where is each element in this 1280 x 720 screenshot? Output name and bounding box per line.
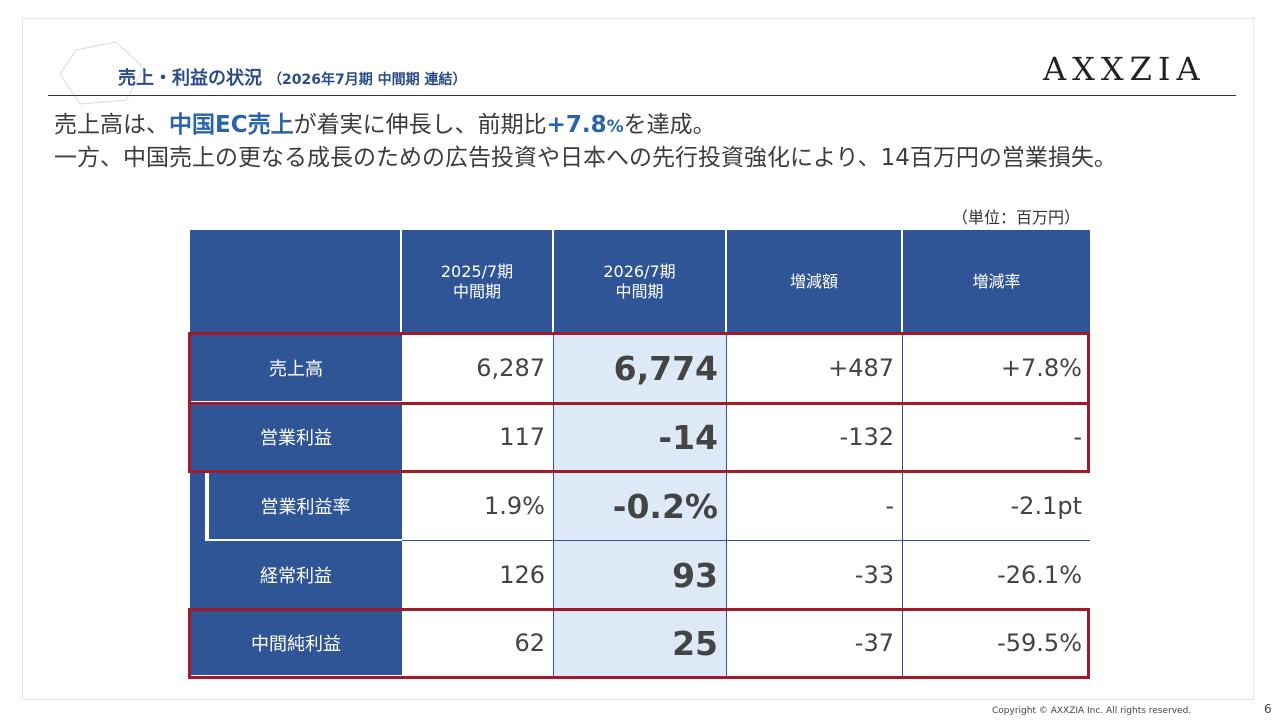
lead-line-1: 売上高は、中国EC売上が着実に伸長し、前期比+7.8%を達成。 bbox=[54, 110, 1117, 143]
row-label: 中間純利益 bbox=[190, 610, 402, 677]
column-header-line1: 2025/7期 bbox=[440, 261, 514, 281]
value-prev: 126 bbox=[402, 541, 554, 610]
value-diff: -37 bbox=[727, 610, 903, 677]
column-header-line1: 2026/7期 bbox=[603, 261, 676, 281]
row-label: 経常利益 bbox=[190, 541, 402, 610]
slide-title: 売上・利益の状況 （2026年7月期 中間期 連結） bbox=[118, 64, 466, 90]
value-rate: -26.1% bbox=[903, 541, 1090, 610]
column-header: 2025/7期 中間期 bbox=[402, 230, 554, 333]
lead-text-1: 売上高は、 bbox=[54, 112, 169, 138]
value-diff: +487 bbox=[727, 334, 903, 403]
copyright: Copyright © AXXZIA Inc. All rights reser… bbox=[992, 706, 1192, 716]
value-rate: +7.8% bbox=[903, 334, 1090, 403]
value-rate: - bbox=[903, 403, 1090, 472]
slide-frame bbox=[22, 18, 1254, 700]
column-header-line2: 中間期 bbox=[615, 281, 664, 301]
lead-text: 売上高は、中国EC売上が着実に伸長し、前期比+7.8%を達成。 一方、中国売上の… bbox=[54, 110, 1117, 174]
lead-line-2: 一方、中国売上の更なる成長のための広告投資や日本への先行投資強化により、14百万… bbox=[54, 145, 1117, 171]
lead-percent: % bbox=[606, 117, 624, 137]
column-header-line1: 増減額 bbox=[789, 271, 838, 291]
column-header: 増減率 bbox=[903, 230, 1090, 333]
value-diff: -33 bbox=[727, 541, 903, 610]
lead-text-3: を達成。 bbox=[623, 112, 716, 138]
value-rate: -2.1pt bbox=[903, 472, 1090, 541]
value-diff: -132 bbox=[727, 403, 903, 472]
row-label: 営業利益 bbox=[190, 403, 402, 472]
value-prev: 6,287 bbox=[402, 334, 554, 403]
page-title: 売上・利益の状況 bbox=[118, 68, 262, 89]
value-prev: 1.9% bbox=[402, 472, 554, 541]
table-header-blank bbox=[190, 230, 402, 333]
column-header-line1: 増減率 bbox=[972, 271, 1021, 291]
hexagon-decoration-icon bbox=[59, 41, 145, 105]
value-current: 25 bbox=[554, 610, 727, 677]
value-current: 93 bbox=[554, 541, 727, 610]
page-number: 6 bbox=[1264, 702, 1272, 716]
company-logo: AXXZIA bbox=[1043, 50, 1206, 88]
lead-highlight: 中国EC売上 bbox=[169, 112, 294, 138]
value-diff: - bbox=[727, 472, 903, 541]
title-divider bbox=[48, 95, 1236, 96]
row-label: 売上高 bbox=[190, 334, 402, 403]
lead-text-2: が着実に伸長し、前期比 bbox=[293, 112, 547, 138]
value-prev: 62 bbox=[402, 610, 554, 677]
row-label: 営業利益率 bbox=[209, 472, 402, 541]
page-subtitle: （2026年7月期 中間期 連結） bbox=[268, 72, 467, 88]
value-current: 6,774 bbox=[554, 334, 727, 403]
column-header: 増減額 bbox=[727, 230, 903, 333]
value-current: -14 bbox=[554, 403, 727, 472]
lead-rate: +7.8 bbox=[546, 112, 607, 138]
value-rate: -59.5% bbox=[903, 610, 1090, 677]
value-current: -0.2% bbox=[554, 472, 727, 541]
column-header: 2026/7期 中間期 bbox=[554, 230, 727, 333]
value-prev: 117 bbox=[402, 403, 554, 472]
column-header-line2: 中間期 bbox=[452, 281, 501, 301]
indent-bar bbox=[190, 472, 207, 541]
unit-label: （単位：百万円） bbox=[952, 208, 1081, 227]
